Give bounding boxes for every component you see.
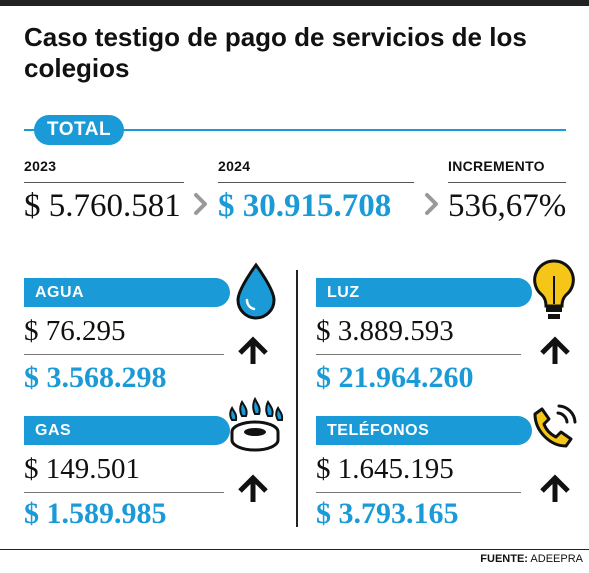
bottom-rule bbox=[0, 549, 589, 550]
total-label: TOTAL bbox=[34, 115, 125, 145]
telefonos-2023-value: $ 1.645.195 bbox=[316, 453, 454, 485]
source-name: ADEEPRA bbox=[530, 553, 583, 565]
water-drop-icon bbox=[236, 262, 276, 320]
agua-2024-value: $ 3.568.298 bbox=[24, 361, 167, 394]
total-2023-value: $ 5.760.581 bbox=[24, 188, 181, 224]
increment-value: 536,67% bbox=[448, 188, 567, 224]
light-bulb-icon bbox=[533, 259, 575, 319]
increment-label: INCREMENTO bbox=[448, 158, 545, 174]
category-label-agua: AGUA bbox=[24, 278, 230, 307]
year-2023-label: 2023 bbox=[24, 158, 57, 174]
luz-2024-value: $ 21.964.260 bbox=[316, 361, 474, 394]
source-credit: FUENTE: ADEEPRA bbox=[480, 553, 583, 565]
gas-2023-value: $ 149.501 bbox=[24, 453, 140, 485]
arrow-up-icon bbox=[540, 336, 570, 364]
rule-increment bbox=[448, 182, 566, 183]
column-divider bbox=[296, 270, 298, 527]
total-2024-value: $ 30.915.708 bbox=[218, 188, 392, 224]
rule-2024 bbox=[218, 182, 414, 183]
gas-2024-value: $ 1.589.985 bbox=[24, 497, 167, 530]
rule-2023 bbox=[24, 182, 184, 183]
category-label-telefonos: TELÉFONOS bbox=[316, 416, 532, 445]
arrow-up-icon bbox=[540, 474, 570, 502]
source-prefix: FUENTE: bbox=[480, 553, 528, 565]
chevron-right-icon bbox=[194, 193, 207, 215]
phone-icon bbox=[533, 404, 577, 448]
category-label-luz: LUZ bbox=[316, 278, 532, 307]
chevron-right-icon bbox=[425, 193, 438, 215]
agua-separator bbox=[24, 354, 224, 355]
arrow-up-icon bbox=[238, 474, 268, 502]
telefonos-2024-value: $ 3.793.165 bbox=[316, 497, 459, 530]
top-rule bbox=[0, 0, 589, 6]
total-rule bbox=[24, 129, 566, 131]
gas-burner-icon bbox=[229, 396, 284, 452]
page-title: Caso testigo de pago de servicios de los… bbox=[24, 22, 527, 83]
agua-2023-value: $ 76.295 bbox=[24, 315, 126, 347]
luz-2023-value: $ 3.889.593 bbox=[316, 315, 454, 347]
gas-separator bbox=[24, 492, 224, 493]
category-label-gas: GAS bbox=[24, 416, 230, 445]
telefonos-separator bbox=[316, 492, 521, 493]
year-2024-label: 2024 bbox=[218, 158, 251, 174]
arrow-up-icon bbox=[238, 336, 268, 364]
luz-separator bbox=[316, 354, 521, 355]
